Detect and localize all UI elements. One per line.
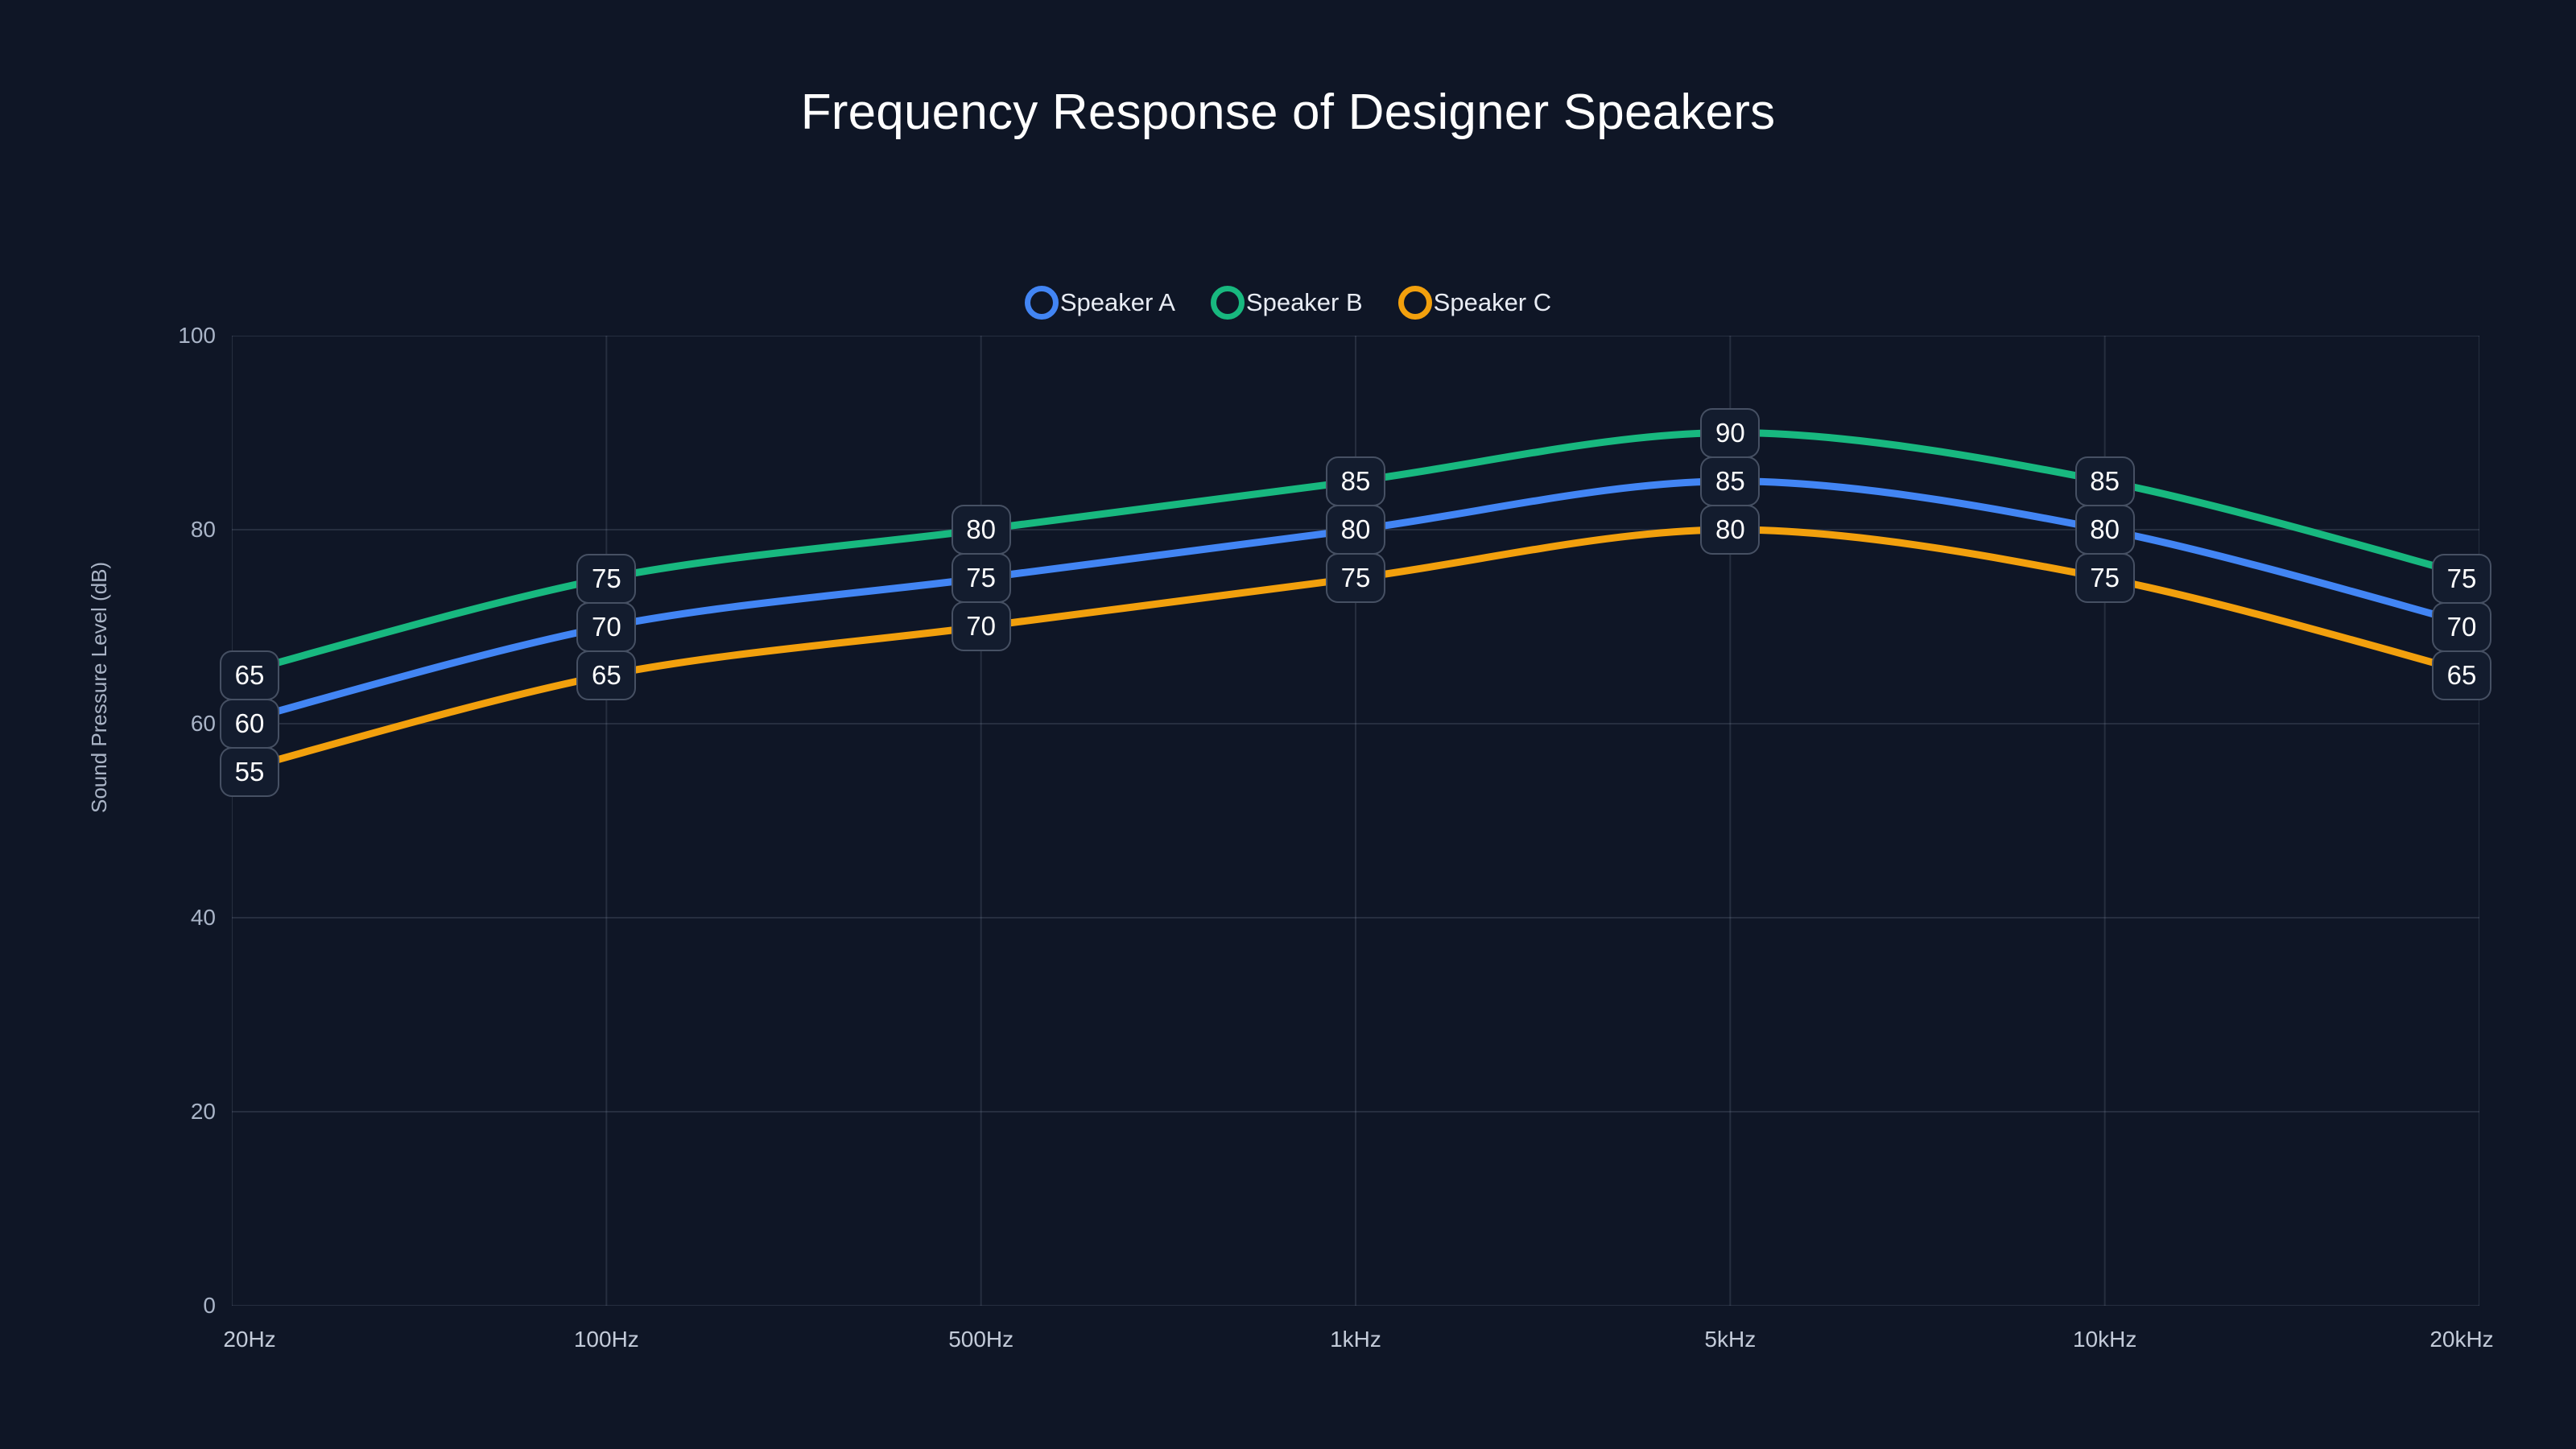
y-axis-tick: 20 [190,1099,216,1124]
data-label-speaker-b: 85 [2074,456,2135,506]
x-axis-tick: 20Hz [223,1327,276,1352]
data-label-speaker-a: 75 [951,553,1011,604]
legend-item-label: Speaker A [1059,288,1175,316]
data-label-speaker-a: 70 [2432,601,2491,652]
data-label-speaker-a: 85 [1700,456,1761,506]
data-label-speaker-a: 80 [2074,505,2135,555]
data-label-speaker-b: 85 [1326,456,1385,506]
x-axis-tick: 5kHz [1704,1327,1757,1352]
data-label-speaker-a: 60 [220,699,279,749]
data-label-speaker-c: 75 [1326,553,1385,603]
data-label-speaker-c: 65 [2432,650,2491,700]
y-axis-tick: 60 [190,711,216,736]
y-axis-tick: 40 [190,905,216,930]
legend-item-speaker-b[interactable]: Speaker B [1210,286,1363,320]
data-label-speaker-c: 65 [576,650,637,700]
data-label-speaker-a: 80 [1326,505,1385,555]
chart-legend: Speaker A Speaker B Speaker C [0,286,2576,320]
data-label-speaker-b: 80 [951,505,1011,555]
data-label-speaker-b: 90 [1700,407,1761,458]
circle-ring-icon [1397,286,1432,320]
grid-lines [232,336,2479,1306]
data-label-speaker-b: 75 [2432,553,2491,604]
legend-item-label: Speaker B [1245,288,1363,316]
data-label-speaker-b: 75 [576,553,637,604]
y-axis-tick: 80 [190,517,216,542]
y-axis-tick: 100 [178,323,216,348]
plot-area: 65 60 55 75 70 65 80 75 70 85 80 75 90 85 80 85 80 75 75 70… [220,336,2491,1306]
chart-title: Frequency Response of Designer Speakers [800,85,1776,140]
y-axis-tick: 0 [203,1293,216,1318]
data-label-speaker-c: 55 [220,747,279,797]
data-label-speaker-c: 80 [1700,504,1761,555]
y-axis-title: Sound Pressure Level (dB) [87,561,111,813]
circle-ring-icon [1210,286,1245,320]
x-axis-tick: 1kHz [1330,1327,1381,1352]
y-axis-tick-labels: 0 20 40 60 80 100 [161,323,216,1318]
x-axis-tick: 10kHz [2072,1327,2137,1352]
data-label-speaker-a: 70 [576,601,637,652]
x-axis-tick: 100Hz [573,1327,639,1352]
legend-item-speaker-c[interactable]: Speaker C [1397,286,1552,320]
x-axis-tick: 20kHz [2429,1327,2494,1352]
data-label-speaker-c: 70 [951,601,1011,652]
data-label-speaker-c: 75 [2074,553,2135,603]
x-axis-tick-labels: 20Hz 100Hz 500Hz 1kHz 5kHz 10kHz 20kHz [223,1327,2493,1359]
legend-item-speaker-a[interactable]: Speaker A [1024,286,1175,320]
legend-item-label: Speaker C [1433,288,1552,316]
data-label-speaker-b: 65 [220,650,279,700]
circle-ring-icon [1024,286,1059,320]
x-axis-tick: 500Hz [948,1327,1014,1352]
